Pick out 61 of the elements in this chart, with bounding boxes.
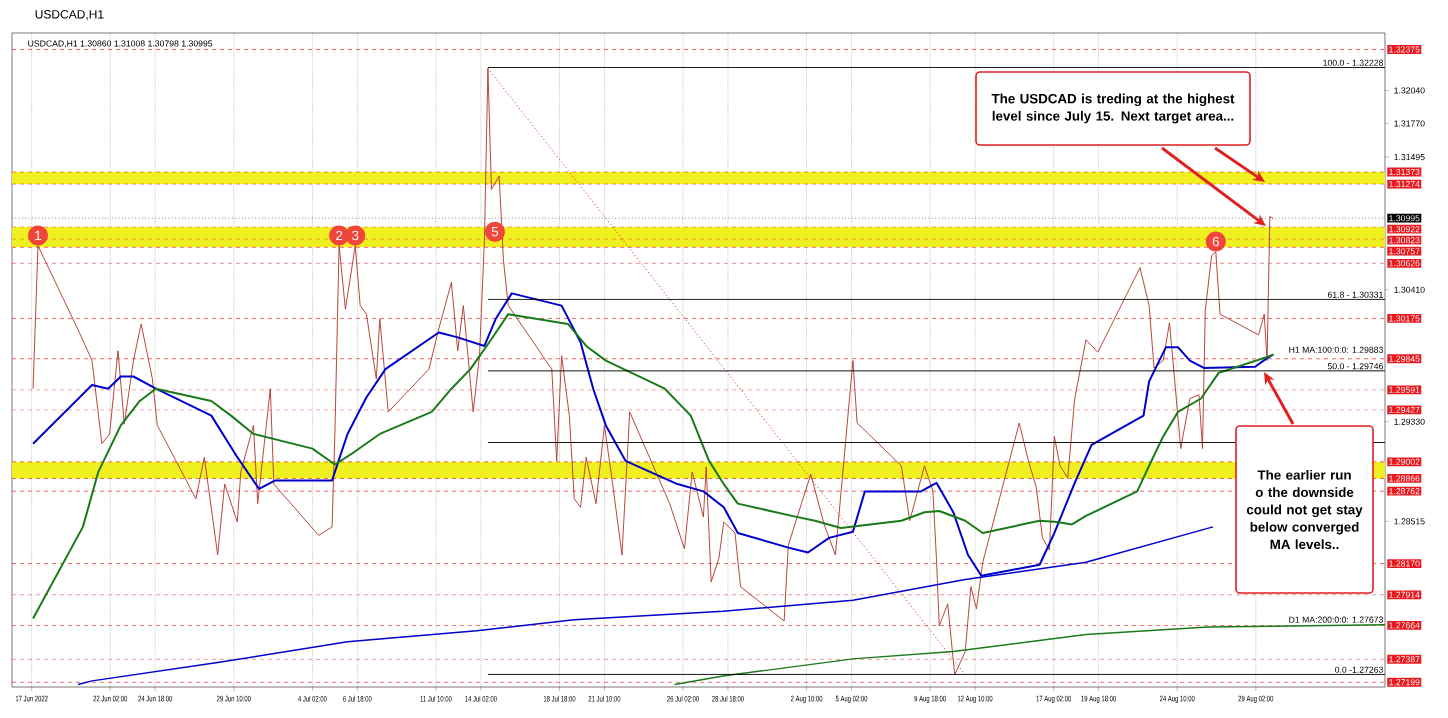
ref-line-label: 1.31274 <box>1389 181 1420 188</box>
x-tick-label: 29 Aug 02:00 <box>1238 695 1274 703</box>
x-tick-label: 9 Aug 18:00 <box>914 695 946 703</box>
x-tick-label: 11 Jul 10:00 <box>420 695 452 702</box>
annotation: 0.0 -1.27263 <box>1335 666 1383 673</box>
chart-title: USDCAD,H1 <box>35 10 104 20</box>
ref-line-label: 1.29845 <box>1389 355 1420 362</box>
annotation: 1 <box>35 230 42 241</box>
annotation: 6 <box>1212 236 1219 247</box>
ref-line-label: 1.28762 <box>1389 488 1420 495</box>
x-tick-label: 2 Aug 10:00 <box>790 695 823 703</box>
ref-line-label: 1.30823 <box>1389 237 1420 244</box>
annotation: 5 <box>491 227 499 237</box>
ref-line-label: 1.27199 <box>1389 679 1420 686</box>
y-tick-label: 1.31770 <box>1394 120 1425 127</box>
x-tick-label: 26 Jul 02:00 <box>667 695 699 702</box>
ref-line-label: 1.29002 <box>1389 458 1420 465</box>
y-tick-label: 1.28515 <box>1394 518 1425 525</box>
ref-line-label: 1.28170 <box>1389 560 1420 567</box>
x-tick-label: 17 Jun 2022 <box>15 695 48 702</box>
ref-line-label: 1.32375 <box>1389 46 1420 53</box>
x-tick-label: 18 Jul 18:00 <box>543 695 576 702</box>
x-tick-label: 17 Aug 02:00 <box>1036 695 1072 703</box>
annotation: H1 MA:100:0:0: 1.29883 <box>1289 346 1383 353</box>
annotation: 61.8 - 1.30331 <box>1327 291 1383 298</box>
y-tick-label: 1.30410 <box>1394 286 1425 293</box>
x-tick-label: 24 Jun 18:00 <box>138 695 173 702</box>
ref-line-label: 1.30757 <box>1389 248 1420 255</box>
ref-line-label: 1.30922 <box>1389 226 1420 233</box>
ref-line-label: 1.28866 <box>1389 475 1420 482</box>
annotation: 3 <box>352 230 359 241</box>
ref-line-label: 1.30995 <box>1389 215 1420 222</box>
annotation: 50.0 - 1.29746 <box>1327 363 1383 370</box>
y-tick-label: 1.32040 <box>1394 87 1425 94</box>
x-tick-label: 19 Aug 18:00 <box>1081 695 1116 703</box>
x-tick-label: 5 Aug 02:00 <box>835 695 868 703</box>
x-tick-label: 28 Jul 18:00 <box>712 695 744 702</box>
x-tick-label: 21 Jul 10:00 <box>588 695 621 702</box>
annotation: D1 MA:200:0:0: 1.27673 <box>1289 616 1383 623</box>
ref-line-label: 1.27664 <box>1389 622 1420 629</box>
y-tick-label: 1.29330 <box>1394 418 1425 425</box>
ref-line-label: 1.27914 <box>1389 591 1420 598</box>
x-tick-label: 14 Jul 02:00 <box>465 695 497 702</box>
ref-line-label: 1.31373 <box>1389 168 1420 176</box>
x-tick-label: 24 Aug 10:00 <box>1159 695 1195 703</box>
ref-line-label: 1.27387 <box>1389 656 1420 663</box>
x-tick-label: 22 Jun 02:00 <box>93 695 128 702</box>
ref-line-label: 1.29591 <box>1389 386 1420 393</box>
x-tick-label: 6 Jul 18:00 <box>343 695 372 702</box>
annotation: 100.0 - 1.32228 <box>1323 59 1383 66</box>
ref-line-label: 1.30175 <box>1389 315 1420 322</box>
y-tick-label: 1.31495 <box>1394 154 1425 161</box>
annotation: The earlier run o the downside could not get stay below converged MA levels.. <box>1246 469 1363 550</box>
x-tick-label: 29 Jun 10:00 <box>216 695 251 702</box>
annotation: The USDCAD is treding at the highest level since July 15. Next target area... <box>991 93 1235 124</box>
x-tick-label: 4 Jul 02:00 <box>298 695 327 702</box>
ref-line-label: 1.29427 <box>1389 406 1420 413</box>
annotation: 2 <box>336 230 343 241</box>
ref-line-label: 1.30626 <box>1389 260 1420 267</box>
x-tick-label: 12 Aug 10:00 <box>957 695 993 703</box>
text: USDCAD,H1 1.30860 1.31008 1.30798 1.30995 <box>28 40 213 48</box>
